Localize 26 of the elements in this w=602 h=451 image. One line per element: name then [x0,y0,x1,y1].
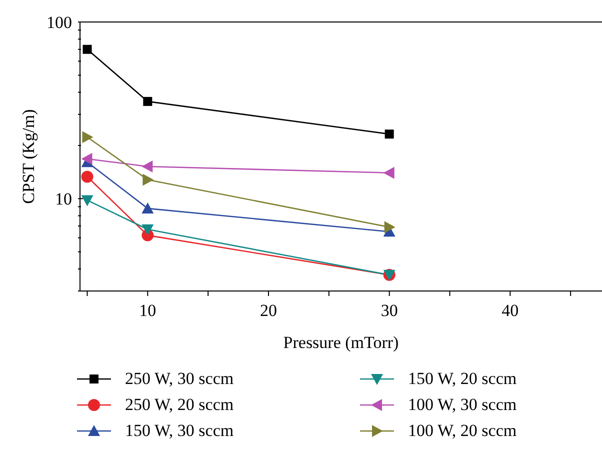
x-axis-title: Pressure (mTorr) [283,333,399,352]
y-tick-label: 100 [46,13,72,32]
point [384,221,396,234]
x-tick-label: 30 [380,301,398,320]
point [143,96,152,106]
legend-label: 150 W, 20 sccm [408,369,517,389]
legend-label: 150 W, 30 sccm [125,421,234,441]
point [142,160,153,173]
point [384,130,394,139]
legend-label: 100 W, 30 sccm [408,395,517,415]
x-tick-label: 20 [260,301,277,320]
point [81,195,94,206]
x-tick-label: 40 [502,301,519,320]
legend-label: 100 W, 20 sccm [408,421,517,441]
point [142,174,154,186]
legend-label: 250 W, 20 sccm [125,395,234,415]
point [81,152,92,165]
point [82,131,94,144]
x-tick-label: 10 [139,301,156,320]
point [81,170,94,183]
legend-label: 250 W, 30 sccm [125,369,234,389]
point [383,166,394,179]
y-axis-title: CPST (Kg/m) [19,109,38,204]
point [82,44,92,54]
point [142,202,154,214]
point [142,224,154,236]
